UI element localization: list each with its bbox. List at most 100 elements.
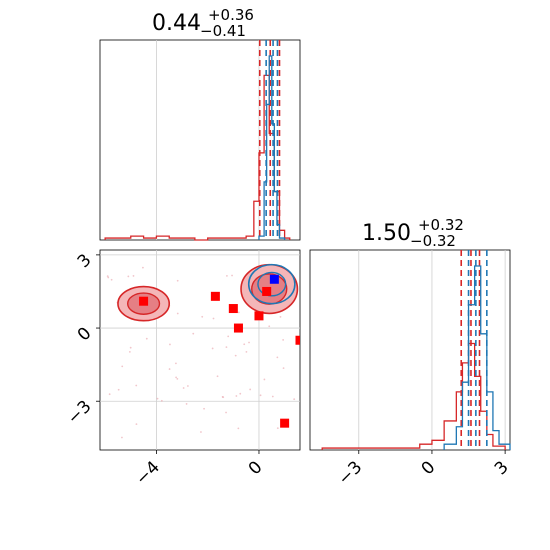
panel-bottom-right-histograms — [321, 250, 511, 450]
bl-faint-sample-45 — [225, 411, 227, 414]
bl-faint-sample-43 — [135, 423, 138, 426]
bl-faint-sample-23 — [185, 403, 188, 405]
panel-top-left-title-lower: −0.41 — [200, 22, 246, 40]
bl-blue-contour-outer-0 — [247, 263, 296, 305]
bl-faint-sample-64 — [156, 397, 159, 400]
bl-faint-sample-24 — [276, 427, 279, 430]
bl-xtick-label-1: 0 — [245, 457, 267, 479]
bl-faint-sample-44 — [293, 398, 296, 401]
bl-ytick-label-0: 3 — [74, 250, 96, 272]
panel-top-left-title: 0.44 +0.36 −0.41 — [152, 1, 261, 40]
bl-red-point-1 — [210, 291, 220, 301]
bl-faint-sample-46 — [192, 332, 195, 335]
br-xtick-label-2: 3 — [491, 457, 513, 479]
bl-xtick-label-0: −4 — [132, 457, 164, 489]
bl-faint-sample-62 — [142, 266, 144, 269]
bl-faint-sample-63 — [212, 317, 215, 320]
bl-faint-sample-22 — [211, 347, 214, 350]
bl-faint-sample-67 — [237, 311, 240, 314]
bl-faint-sample-18 — [186, 385, 189, 387]
bl-faint-sample-1 — [160, 399, 163, 402]
br-hist-series-0 — [321, 342, 506, 450]
bl-faint-sample-21 — [117, 388, 120, 391]
bl-faint-sample-42 — [121, 365, 124, 368]
bl-faint-sample-56 — [271, 395, 274, 398]
panel-bottom-right-frame — [309, 249, 511, 451]
panel-top-left-histograms — [104, 40, 291, 241]
bl-red-point-3 — [233, 323, 243, 333]
bl-faint-sample-28 — [182, 387, 185, 389]
bl-faint-sample-57 — [176, 279, 179, 282]
bl-faint-sample-6 — [259, 394, 262, 397]
bl-faint-sample-65 — [145, 337, 148, 340]
bl-faint-sample-53 — [222, 396, 225, 399]
bl-red-point-0 — [139, 296, 149, 306]
bl-faint-sample-34 — [225, 346, 228, 349]
panel-top-left-grid — [156, 40, 260, 240]
bl-faint-sample-17 — [135, 384, 138, 387]
panel-top-left: 0.44 +0.36 −0.41 — [99, 1, 301, 241]
panel-top-left-title-value: 0.44 — [152, 11, 201, 36]
panel-bottom-right-title-lower: −0.32 — [410, 232, 456, 250]
bl-red-point-7 — [280, 418, 290, 428]
panel-bottom-right-title-upper: +0.32 — [418, 216, 464, 234]
br-xtick-label-0: −3 — [334, 457, 366, 489]
bl-ytick-label-2: −3 — [64, 397, 96, 429]
bl-faint-sample-50 — [249, 388, 252, 391]
bl-faint-sample-33 — [268, 325, 271, 328]
bl-faint-sample-54 — [245, 350, 248, 353]
bl-faint-sample-26 — [231, 274, 233, 277]
bl-faint-sample-0 — [106, 275, 109, 278]
bl-red-point-4 — [254, 311, 264, 321]
tl-hist-series-1 — [258, 55, 286, 240]
bl-faint-sample-16 — [263, 378, 266, 381]
bl-faint-sample-12 — [279, 315, 282, 318]
bl-faint-sample-7 — [176, 312, 179, 315]
br-hist-series-1 — [443, 265, 511, 450]
panel-bottom-right-ticks: −3 0 3 — [334, 450, 513, 489]
bl-faint-sample-55 — [235, 395, 238, 397]
bl-faint-sample-68 — [200, 431, 202, 433]
br-xtick-label-1: 0 — [418, 457, 440, 479]
bl-faint-sample-37 — [239, 392, 242, 395]
panel-bottom-right-title-value: 1.50 — [362, 221, 411, 246]
bl-inner — [106, 263, 300, 439]
panel-bottom-left-frame — [99, 249, 301, 451]
bl-faint-sample-8 — [237, 427, 240, 430]
bl-faint-sample-13 — [227, 335, 230, 338]
bl-faint-sample-36 — [282, 367, 285, 370]
panel-bottom-right-title: 1.50 +0.32 −0.32 — [362, 211, 471, 250]
bl-ytick-label-1: 0 — [74, 323, 96, 345]
bl-faint-sample-52 — [121, 436, 123, 439]
bl-blue-point-0 — [269, 274, 279, 284]
panel-bottom-right-grid — [358, 250, 506, 450]
bl-faint-sample-11 — [129, 346, 132, 349]
bl-faint-sample-58 — [128, 350, 131, 353]
bl-faint-sample-60 — [226, 274, 228, 277]
panel-top-left-title-upper: +0.36 — [208, 6, 254, 24]
bl-faint-sample-61 — [110, 278, 113, 281]
bl-faint-sample-35 — [201, 315, 204, 318]
bl-faint-sample-25 — [175, 376, 177, 379]
panel-bottom-right: −3 0 3 1.50 +0.32 −0.32 — [309, 211, 513, 489]
bl-faint-sample-39 — [168, 368, 171, 370]
bl-faint-sample-15 — [176, 378, 179, 380]
bl-faint-sample-4 — [248, 341, 250, 344]
bl-faint-sample-32 — [276, 356, 279, 359]
bl-red-point-6 — [295, 335, 300, 345]
bl-faint-sample-29 — [175, 362, 177, 365]
bl-faint-sample-69 — [127, 275, 130, 278]
bl-red-point-2 — [228, 304, 238, 314]
panel-bottom-left-grid — [100, 250, 300, 450]
bl-red-point-5 — [262, 286, 272, 296]
bl-faint-sample-30 — [169, 343, 171, 346]
bl-faint-sample-38 — [216, 375, 219, 378]
panel-bottom-left-scatter — [106, 263, 300, 439]
bl-faint-sample-27 — [203, 407, 205, 410]
bl-faint-sample-51 — [108, 393, 111, 396]
bl-faint-sample-47 — [132, 275, 135, 277]
panel-bottom-left-ticks: −4 0 3 0 −3 — [64, 250, 267, 489]
bl-blue-contour-inner-0 — [257, 271, 287, 297]
bl-faint-sample-59 — [107, 276, 110, 279]
